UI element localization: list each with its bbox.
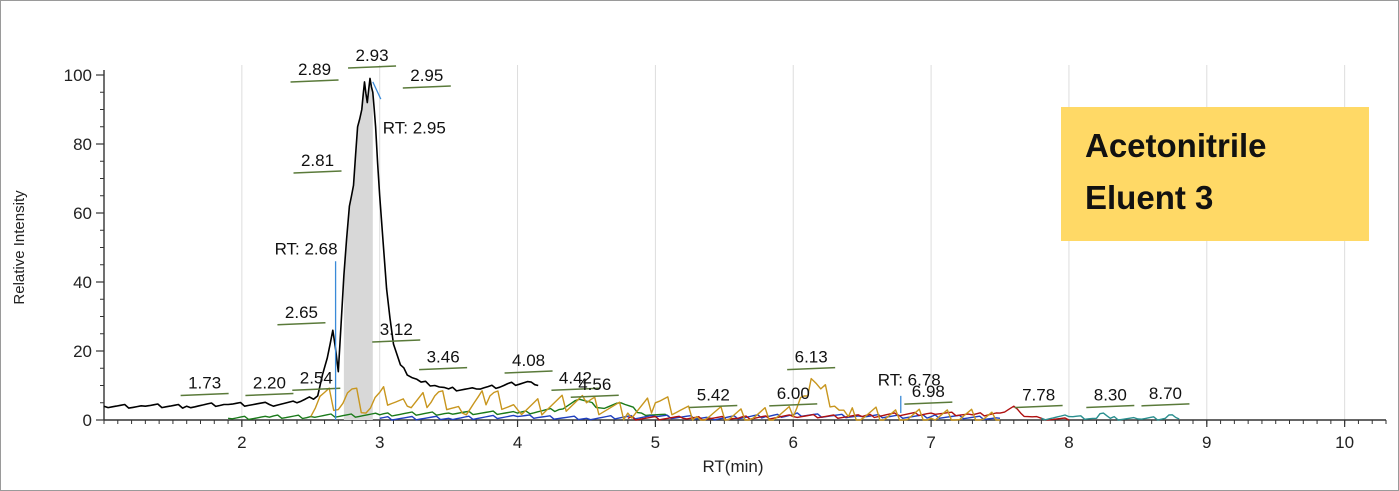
x-tick-label: 7 <box>926 433 935 452</box>
x-tick-label: 5 <box>651 433 660 452</box>
peak-label-leader <box>504 370 553 374</box>
series-line-red <box>627 405 1070 421</box>
peak-label-leader <box>787 366 836 371</box>
peak-label: 6.00 <box>777 384 810 403</box>
peak-label: 3.12 <box>380 320 413 339</box>
series-line-gold <box>310 377 1000 421</box>
peak-label: 4.56 <box>578 375 611 394</box>
series-line-teal <box>1041 412 1180 421</box>
x-tick-label: 9 <box>1202 433 1211 452</box>
peak-label-leader <box>293 170 342 174</box>
peak-label-leader <box>180 392 229 397</box>
peak-label: 1.73 <box>188 373 221 392</box>
peak-label-leader <box>689 404 738 409</box>
eluent-label-box: Acetonitrile Eluent 3 <box>1061 107 1369 241</box>
rt-marker-label: RT: 6.78 <box>878 371 941 390</box>
x-tick-label: 6 <box>789 433 798 452</box>
peak-label-leader <box>1014 404 1063 409</box>
peak-label: 2.89 <box>298 60 331 79</box>
y-tick-label: 0 <box>83 411 92 430</box>
peak-label: 3.46 <box>427 348 460 367</box>
peak-label: 2.81 <box>301 151 334 170</box>
x-tick-label: 10 <box>1335 433 1354 452</box>
peak-label-leader <box>277 322 326 326</box>
peak-label: 6.98 <box>912 382 945 401</box>
peak-label-leader <box>245 392 294 397</box>
eluent-label-line2: Eluent 3 <box>1085 179 1214 216</box>
peak-label-leader <box>348 65 397 69</box>
rt-marker-line <box>372 81 382 100</box>
y-tick-label: 100 <box>64 66 92 85</box>
peak-label: 7.78 <box>1022 386 1055 405</box>
peak-label-leader <box>904 401 953 405</box>
peak-label-leader <box>419 366 468 371</box>
peak-label: 4.08 <box>512 351 545 370</box>
peak-label: 2.93 <box>356 46 389 65</box>
peak-label: 2.65 <box>285 303 318 322</box>
peak-label-leader <box>372 339 421 343</box>
x-axis-title: RT(min) <box>702 457 763 476</box>
peak-label-leader <box>570 394 619 398</box>
rt-marker-label: RT: 2.68 <box>275 239 338 258</box>
peak-label-leader <box>769 403 818 407</box>
peak-label: 8.30 <box>1094 386 1127 405</box>
peak-label: 8.70 <box>1149 384 1182 403</box>
x-tick-label: 4 <box>513 433 522 452</box>
y-tick-label: 40 <box>73 273 92 292</box>
x-tick-label: 3 <box>375 433 384 452</box>
series-line-green <box>228 398 670 421</box>
peak-label-leader <box>1141 403 1190 407</box>
rt-marker-label: RT: 2.95 <box>383 119 446 138</box>
eluent-label-line1: Acetonitrile <box>1085 127 1267 164</box>
peak-label: 6.13 <box>795 348 828 367</box>
peak-annotations: 1.73 2.20 2.54 2.65 2.81 2.89 2.93 2.95 3.12 3.46… <box>180 46 1190 420</box>
peak-label: 4.42 <box>559 368 592 387</box>
x-tick-label: 8 <box>1064 433 1073 452</box>
series-line-tic <box>103 77 539 409</box>
series-group <box>103 77 1180 421</box>
y-tick-label: 60 <box>73 204 92 223</box>
y-tick-label: 80 <box>73 135 92 154</box>
peak-label-leader <box>1086 404 1135 409</box>
peak-label-leader <box>292 387 341 392</box>
peak-label-leader <box>551 387 600 392</box>
peak-label: 2.95 <box>410 66 443 85</box>
peak-label-leader <box>402 85 451 89</box>
peak-label-leader <box>290 79 339 83</box>
peak-label: 2.54 <box>300 368 333 387</box>
peak-label: 2.20 <box>253 373 286 392</box>
peak-area-fill <box>343 78 373 420</box>
x-tick-label: 2 <box>237 433 246 452</box>
peak-label: 5.42 <box>697 386 730 405</box>
y-tick-label: 20 <box>73 342 92 361</box>
y-axis-title: Relative Intensity <box>11 190 28 305</box>
